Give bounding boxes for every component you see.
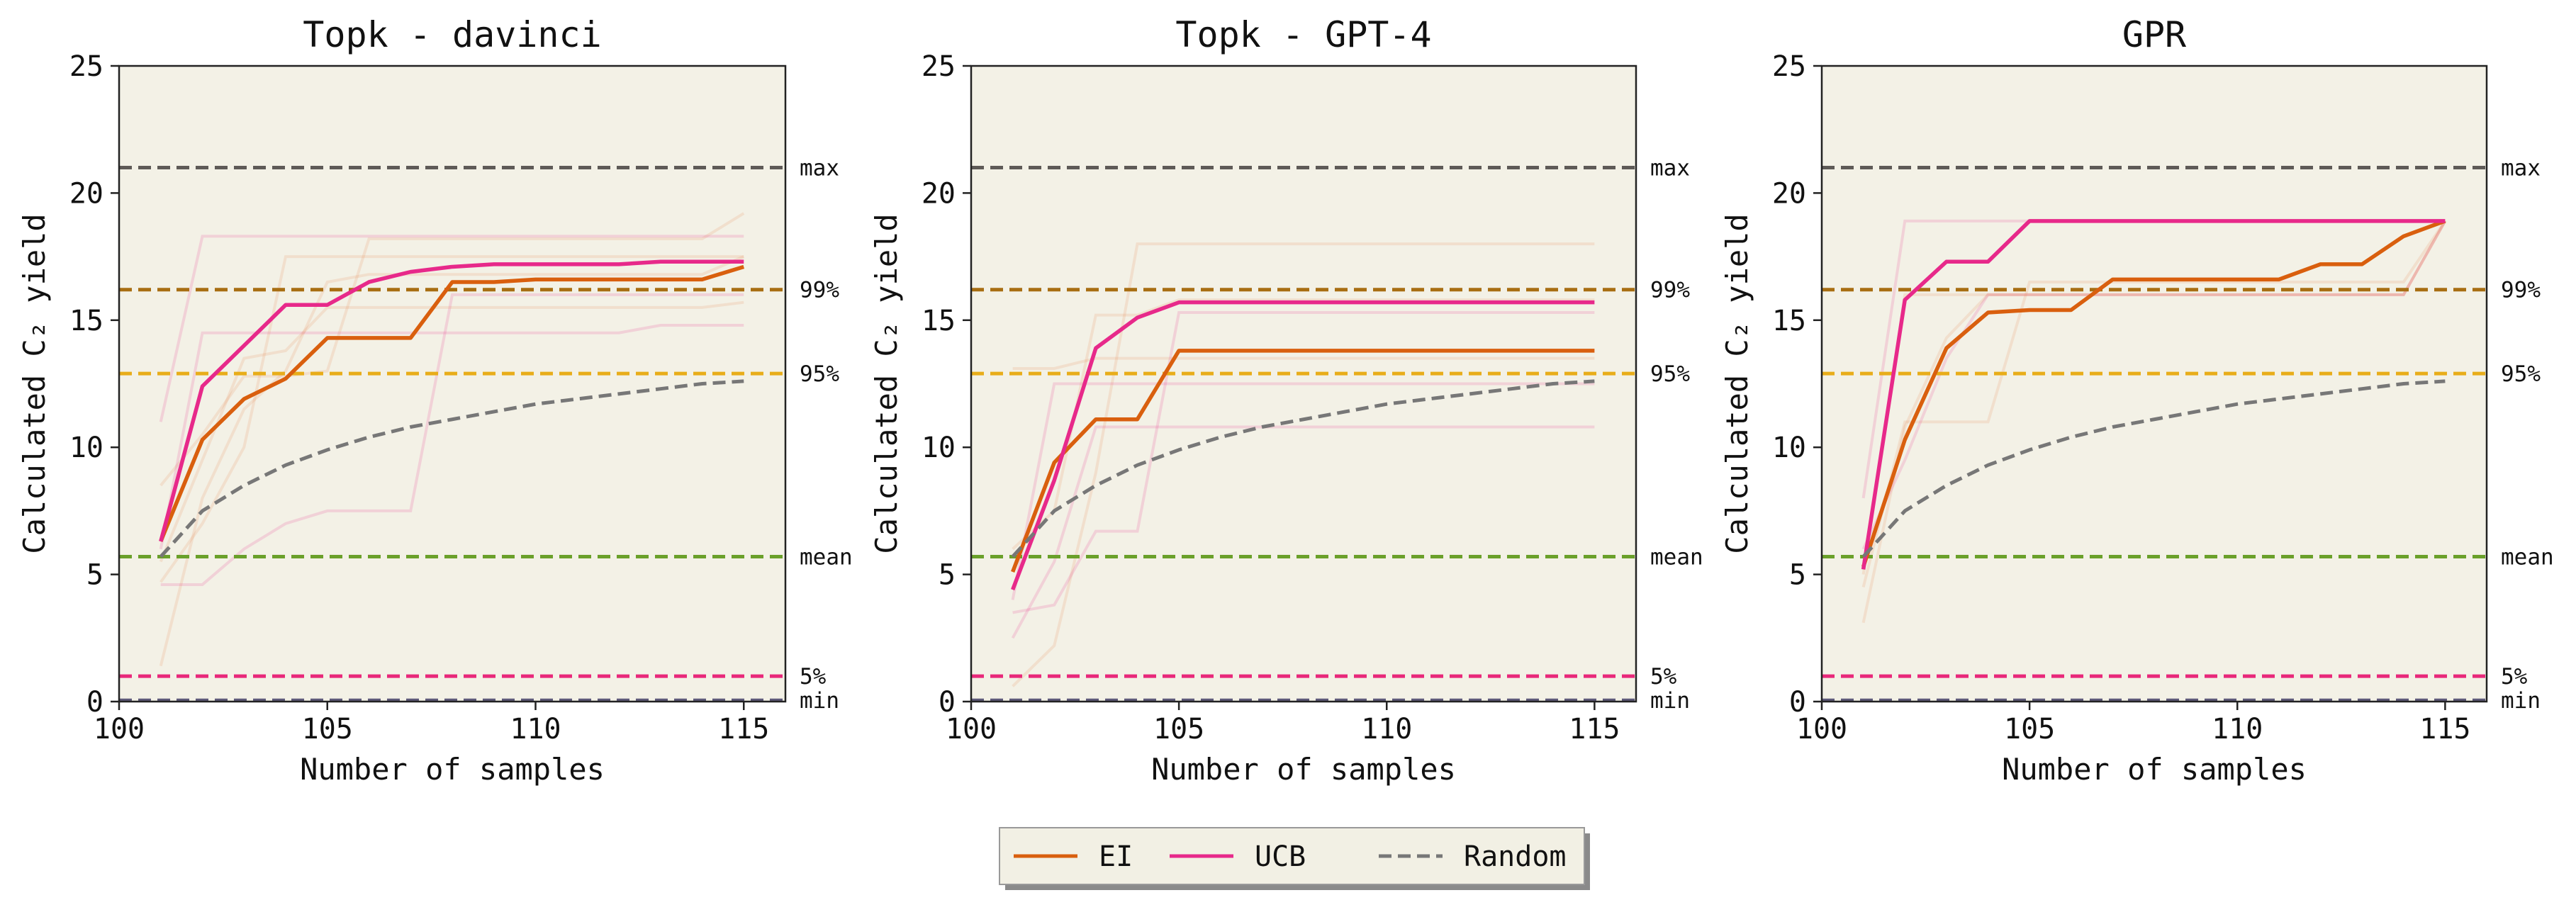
reference-label: 5% bbox=[800, 664, 827, 690]
reference-label: 99% bbox=[1650, 278, 1690, 303]
chart-title: GPR bbox=[2122, 14, 2187, 55]
faint-run-line bbox=[1861, 220, 2447, 588]
x-tick-label: 105 bbox=[1153, 713, 1204, 746]
faint-run-line bbox=[159, 255, 745, 667]
x-tick-label: 110 bbox=[510, 713, 561, 746]
series-line-ei bbox=[1861, 219, 2446, 568]
y-tick-label: 0 bbox=[1789, 686, 1806, 719]
y-tick-label: 15 bbox=[922, 305, 956, 337]
reference-label: 99% bbox=[800, 278, 839, 303]
y-tick-label: 10 bbox=[69, 432, 103, 464]
legend-box bbox=[999, 827, 1585, 885]
faint-run-line bbox=[1012, 242, 1595, 687]
reference-label: mean bbox=[800, 544, 853, 570]
series-line-random bbox=[1861, 379, 2446, 558]
plot-background bbox=[1822, 66, 2487, 702]
reference-label: 99% bbox=[2501, 278, 2541, 303]
plot-background bbox=[971, 66, 1636, 702]
series-line-ucb bbox=[159, 259, 744, 542]
series-line-random bbox=[159, 379, 744, 558]
reference-label: mean bbox=[1650, 544, 1703, 570]
axes-frame bbox=[970, 64, 1637, 703]
series-line-ei bbox=[1011, 349, 1595, 573]
legend-label: UCB bbox=[1255, 840, 1306, 873]
axes-frame bbox=[118, 64, 787, 703]
y-tick-label: 0 bbox=[86, 686, 103, 719]
faint-run-line bbox=[1012, 298, 1595, 551]
faint-run-line bbox=[159, 255, 744, 583]
series-line-ucb bbox=[1011, 300, 1595, 591]
faint-run-line bbox=[159, 212, 745, 487]
reference-label: min bbox=[2501, 688, 2541, 714]
faint-run-line bbox=[160, 293, 744, 586]
x-axis-label: Number of samples bbox=[2002, 752, 2307, 787]
x-tick-label: 105 bbox=[2004, 713, 2055, 746]
y-tick-label: 10 bbox=[922, 432, 956, 464]
faint-run-line bbox=[1861, 220, 2447, 624]
x-tick-label: 100 bbox=[946, 713, 997, 746]
x-tick-label: 115 bbox=[2419, 713, 2470, 746]
reference-label: max bbox=[2501, 156, 2541, 181]
plot-background bbox=[119, 66, 785, 702]
y-tick-label: 20 bbox=[1772, 177, 1806, 210]
reference-label: max bbox=[1650, 156, 1690, 181]
chart-panel-1: Topk - davinci max 99% 95% mean 5%min 0 5 10 15 20… bbox=[17, 14, 853, 787]
y-tick-label: 10 bbox=[1772, 432, 1806, 464]
y-tick-label: 5 bbox=[1789, 559, 1806, 592]
series-line-random bbox=[1011, 379, 1595, 558]
y-tick-label: 25 bbox=[69, 50, 103, 83]
series-line-ei bbox=[159, 264, 745, 542]
y-tick-label: 15 bbox=[69, 305, 103, 337]
faint-run-line bbox=[1012, 356, 1595, 370]
y-tick-label: 15 bbox=[1772, 305, 1806, 337]
y-axis-label: Calculated C₂ yield bbox=[1720, 213, 1754, 553]
y-tick-label: 5 bbox=[939, 559, 956, 592]
x-tick-label: 105 bbox=[302, 713, 353, 746]
chart-title: Topk - GPT-4 bbox=[1175, 14, 1431, 55]
x-tick-label: 100 bbox=[94, 713, 145, 746]
faint-run-line bbox=[1861, 220, 2447, 575]
reference-label: 5% bbox=[2501, 664, 2528, 690]
x-tick-label: 110 bbox=[2212, 713, 2263, 746]
legend: EI UCB Random bbox=[999, 827, 1590, 890]
reference-label: 95% bbox=[2501, 361, 2541, 387]
faint-run-line bbox=[159, 300, 744, 563]
y-tick-label: 20 bbox=[69, 177, 103, 210]
x-tick-label: 100 bbox=[1796, 713, 1847, 746]
x-tick-label: 110 bbox=[1361, 713, 1412, 746]
x-axis-label: Number of samples bbox=[300, 752, 605, 787]
x-tick-label: 115 bbox=[718, 713, 769, 746]
reference-label: 95% bbox=[800, 361, 839, 387]
y-tick-label: 25 bbox=[1772, 50, 1806, 83]
reference-label: min bbox=[1650, 688, 1690, 714]
y-tick-label: 20 bbox=[922, 177, 956, 210]
legend-label: EI bbox=[1099, 840, 1133, 873]
faint-run-line bbox=[1012, 311, 1595, 614]
y-tick-label: 5 bbox=[86, 559, 103, 592]
faint-run-line bbox=[1011, 425, 1595, 639]
chart-title: Topk - davinci bbox=[303, 14, 601, 55]
legend-label: Random bbox=[1464, 840, 1567, 873]
reference-label: 5% bbox=[1650, 664, 1677, 690]
y-axis-label: Calculated C₂ yield bbox=[17, 213, 52, 553]
reference-label: max bbox=[800, 156, 839, 181]
chart-panel-3: GPR max 99% 95% mean 5%min 0 5 10 15 20 25 100 105 110… bbox=[1720, 14, 2554, 787]
reference-label: 95% bbox=[1650, 361, 1690, 387]
y-axis-label: Calculated C₂ yield bbox=[869, 213, 904, 553]
x-axis-label: Number of samples bbox=[1151, 752, 1456, 787]
faint-run-line bbox=[1011, 382, 1595, 600]
reference-label: min bbox=[800, 688, 839, 714]
series-line-ucb bbox=[1861, 219, 2446, 570]
x-tick-label: 115 bbox=[1569, 713, 1620, 746]
faint-run-line bbox=[159, 235, 744, 422]
axes-frame bbox=[1820, 64, 2488, 703]
y-tick-label: 0 bbox=[939, 686, 956, 719]
chart-panel-2: Topk - GPT-4 max 99% 95% mean 5%min 0 5 10 15 20 25… bbox=[869, 14, 1703, 787]
y-tick-label: 25 bbox=[922, 50, 956, 83]
reference-label: mean bbox=[2501, 544, 2554, 570]
